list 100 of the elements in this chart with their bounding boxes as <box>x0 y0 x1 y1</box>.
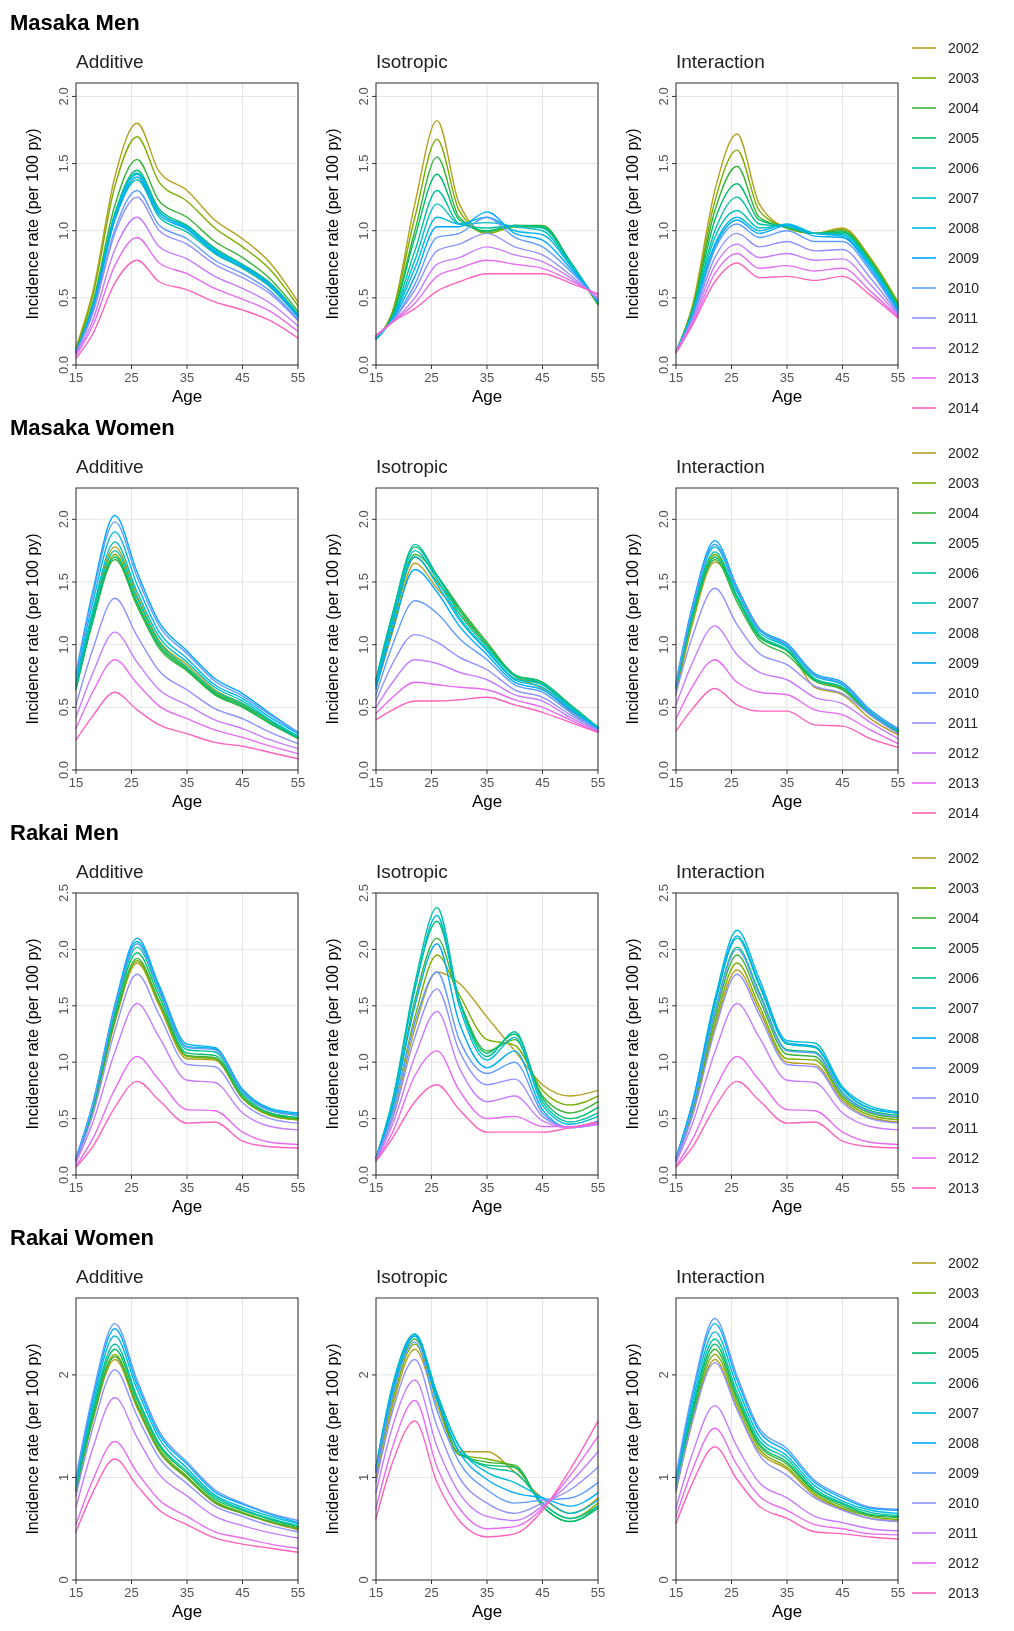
x-axis-title: Age <box>171 1197 203 1216</box>
y-tick-label: 0.0 <box>656 1165 671 1185</box>
legend-label: 2006 <box>948 565 980 581</box>
y-tick-label: 0.0 <box>56 1165 71 1185</box>
x-tick-label: 25 <box>424 370 439 385</box>
x-axis-title: Age <box>771 387 803 406</box>
legend-label: 2012 <box>948 1555 980 1571</box>
y-tick-label: 2.0 <box>56 510 71 529</box>
x-tick-label: 25 <box>124 370 139 385</box>
x-tick-label: 15 <box>668 1180 684 1195</box>
x-tick-label: 35 <box>779 775 795 790</box>
legend-label: 2011 <box>948 715 979 731</box>
x-tick-label: 45 <box>235 1585 250 1600</box>
legend-label: 2007 <box>948 1000 980 1016</box>
y-tick-label: 2.0 <box>356 510 371 529</box>
y-tick-label: 0.5 <box>56 288 71 307</box>
x-tick-label: 25 <box>724 1180 739 1195</box>
x-tick-label: 35 <box>179 1180 195 1195</box>
y-tick-label: 1.5 <box>356 996 371 1015</box>
y-tick-label: 1.5 <box>656 154 671 173</box>
x-axis-title: Age <box>471 792 503 811</box>
x-tick-label: 55 <box>290 1180 306 1195</box>
x-tick-label: 35 <box>179 775 195 790</box>
y-axis-title: Incidence rate (per 100 py) <box>624 938 641 1130</box>
legend-label: 2004 <box>948 1315 980 1331</box>
legend-label: 2005 <box>948 130 980 146</box>
legend-label: 2002 <box>948 850 980 866</box>
y-axis-title: Incidence rate (per 100 py) <box>324 1343 341 1535</box>
x-tick-label: 15 <box>68 370 84 385</box>
y-tick-label: 1 <box>356 1473 371 1482</box>
x-tick-label: 55 <box>290 775 306 790</box>
y-axis-title: Incidence rate (per 100 py) <box>24 1343 41 1535</box>
legend-label: 2005 <box>948 535 980 551</box>
y-tick-label: 1.0 <box>356 635 371 654</box>
legend-label: 2012 <box>948 1150 980 1166</box>
legend-label: 2009 <box>948 250 980 266</box>
y-tick-label: 1.5 <box>656 996 671 1015</box>
x-tick-label: 35 <box>479 1585 495 1600</box>
x-tick-label: 55 <box>590 370 606 385</box>
y-tick-label: 1.0 <box>56 221 71 240</box>
legend-label: 2004 <box>948 100 980 116</box>
y-tick-label: 0.0 <box>356 1165 371 1185</box>
x-tick-label: 45 <box>535 1180 550 1195</box>
chart-title: Rakai Men <box>10 820 119 845</box>
x-tick-label: 35 <box>779 1180 795 1195</box>
y-tick-label: 1.5 <box>656 572 671 592</box>
y-tick-label: 1.0 <box>356 1053 371 1072</box>
y-tick-label: 2.0 <box>56 87 71 106</box>
x-tick-label: 15 <box>68 775 84 790</box>
x-tick-label: 25 <box>724 1585 739 1600</box>
x-axis-title: Age <box>771 1197 803 1216</box>
y-tick-label: 1 <box>656 1473 671 1482</box>
x-tick-label: 45 <box>535 775 550 790</box>
y-tick-label: 0.0 <box>656 355 671 375</box>
x-tick-label: 25 <box>124 1180 139 1195</box>
legend-label: 2004 <box>948 505 980 521</box>
legend-label: 2004 <box>948 910 980 926</box>
chart-subtitle: Isotropic <box>376 861 448 882</box>
y-tick-label: 0 <box>56 1576 71 1584</box>
y-tick-label: 0.0 <box>56 760 71 780</box>
y-tick-label: 1 <box>56 1473 71 1482</box>
x-tick-label: 25 <box>124 775 139 790</box>
y-tick-label: 1.5 <box>356 572 371 592</box>
legend-label: 2006 <box>948 970 980 986</box>
legend-label: 2007 <box>948 595 980 611</box>
legend-label: 2011 <box>948 310 979 326</box>
chart-title: Rakai Women <box>10 1225 154 1250</box>
x-tick-label: 45 <box>235 370 250 385</box>
x-tick-label: 55 <box>890 1585 906 1600</box>
legend-label: 2010 <box>948 1495 980 1511</box>
y-tick-label: 0.5 <box>656 288 671 307</box>
x-tick-label: 55 <box>590 1585 606 1600</box>
y-tick-label: 2 <box>656 1371 671 1379</box>
legend-label: 2002 <box>948 1255 980 1271</box>
x-tick-label: 35 <box>779 370 795 385</box>
chart-subtitle: Interaction <box>676 1266 765 1287</box>
y-tick-label: 2.0 <box>56 940 71 959</box>
x-axis-title: Age <box>171 792 203 811</box>
y-tick-label: 2.5 <box>56 883 71 903</box>
y-tick-label: 2 <box>56 1371 71 1379</box>
y-tick-label: 0.5 <box>356 288 371 307</box>
legend-label: 2009 <box>948 1060 980 1076</box>
x-tick-label: 45 <box>235 775 250 790</box>
y-tick-label: 0.5 <box>56 698 71 717</box>
legend-label: 2003 <box>948 475 980 491</box>
x-tick-label: 35 <box>479 370 495 385</box>
y-axis-title: Incidence rate (per 100 py) <box>624 1343 641 1535</box>
y-axis-title: Incidence rate (per 100 py) <box>24 128 41 320</box>
y-tick-label: 0.5 <box>356 698 371 717</box>
x-tick-label: 35 <box>479 1180 495 1195</box>
x-tick-label: 45 <box>535 370 550 385</box>
x-tick-label: 55 <box>590 1180 606 1195</box>
x-tick-label: 25 <box>424 1180 439 1195</box>
chart-subtitle: Interaction <box>676 51 765 72</box>
x-tick-label: 55 <box>890 775 906 790</box>
x-axis-title: Age <box>471 1602 503 1621</box>
chart-subtitle: Additive <box>76 861 144 882</box>
legend-label: 2010 <box>948 685 980 701</box>
y-tick-label: 2 <box>356 1371 371 1379</box>
legend-label: 2014 <box>948 400 980 416</box>
